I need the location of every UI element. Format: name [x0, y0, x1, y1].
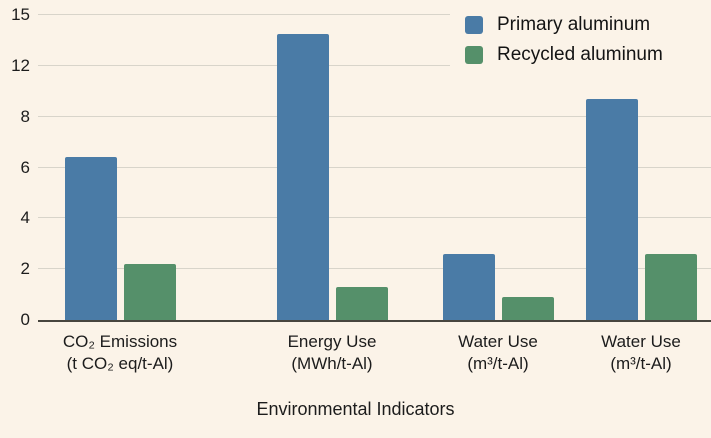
category-label-co2: CO₂ Emissions (t CO₂ eq/t-Al) [35, 331, 205, 375]
y-tick-label: 12 [11, 55, 30, 75]
bar-recycled-0 [123, 264, 176, 320]
gridline [38, 115, 711, 117]
y-tick-label: 0 [20, 310, 30, 329]
bar-recycled-2 [501, 297, 554, 320]
bar-primary-3 [585, 99, 638, 320]
legend-label-primary: Primary aluminum [497, 13, 651, 35]
category-label-line: (MWh/t-Al) [291, 354, 373, 373]
y-tick-label: 2 [20, 259, 30, 279]
category-label-water-2: Water Use (m³/t-Al) [556, 331, 711, 375]
y-tick-label: 4 [20, 208, 30, 228]
bar-primary-2 [442, 254, 495, 320]
legend-label-recycled: Recycled aluminum [497, 43, 663, 65]
bar-primary-1 [276, 34, 329, 320]
bar-recycled-3 [644, 254, 697, 320]
category-label-energy: Energy Use (MWh/t-Al) [247, 331, 417, 375]
category-label-line: Energy Use [287, 332, 377, 351]
legend-item-recycled: Recycled aluminum [450, 43, 711, 65]
y-tick-label: 6 [20, 157, 30, 177]
gridline [38, 166, 711, 168]
legend-swatch-recycled [465, 45, 483, 64]
bar-primary-0 [64, 157, 117, 320]
gridline [38, 14, 711, 15]
gridline [38, 217, 711, 219]
y-tick-label: 15 [11, 5, 30, 24]
category-label-line: Water Use [601, 332, 681, 351]
category-label-line: CO₂ Emissions [62, 332, 178, 351]
legend-item-primary: Primary aluminum [450, 13, 711, 35]
category-label-line: (t CO₂ eq/t-Al) [66, 354, 174, 373]
gridline [38, 268, 711, 270]
legend: Primary aluminum Recycled aluminum [450, 0, 711, 82]
y-tick-label: 8 [20, 106, 30, 126]
category-label-line: (m³/t-Al) [467, 354, 529, 373]
x-axis-title: Environmental Indicators [256, 399, 455, 419]
category-label-water-1: Water Use (m³/t-Al) [413, 331, 583, 375]
bar-recycled-1 [335, 287, 388, 320]
plot-area [38, 14, 711, 322]
category-label-line: (m³/t-Al) [610, 354, 672, 373]
legend-swatch-primary [465, 15, 483, 34]
category-label-line: Water Use [458, 332, 538, 351]
y-axis: 0 2 4 6 8 12 15 [0, 5, 30, 329]
gridline [38, 64, 711, 66]
